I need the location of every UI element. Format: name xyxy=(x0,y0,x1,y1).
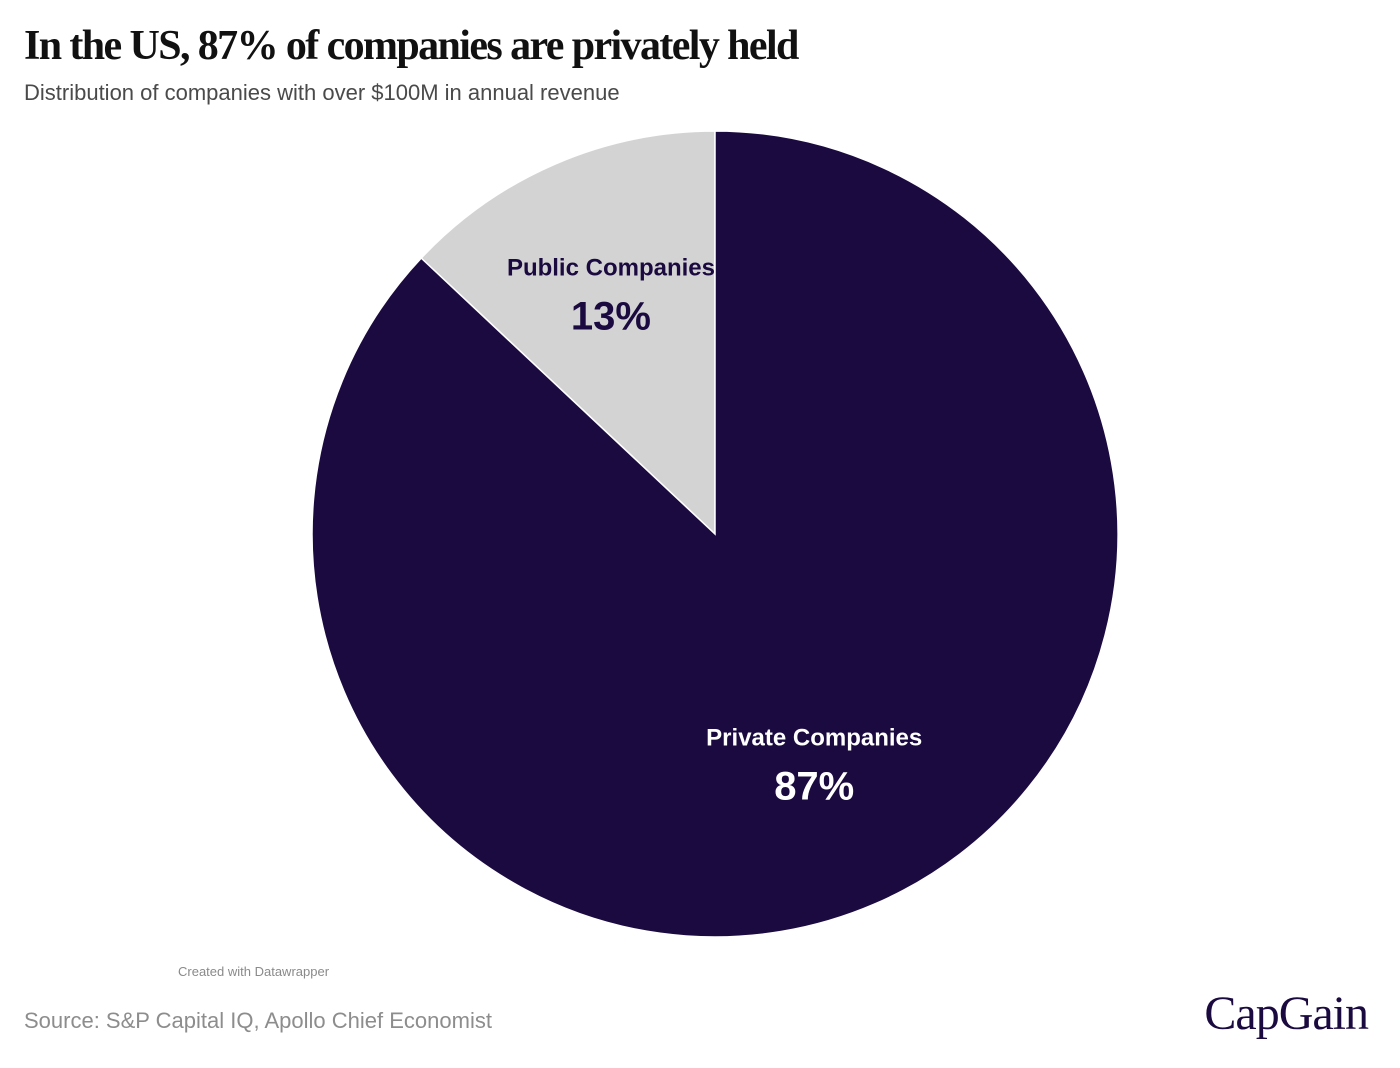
pie-slices xyxy=(311,130,1119,938)
pie-slice-private-companies[interactable] xyxy=(311,130,1119,938)
datawrapper-credit[interactable]: Created with Datawrapper xyxy=(178,964,330,979)
slice-label-public-companies: Public Companies xyxy=(507,255,715,282)
chart-subtitle: Distribution of companies with over $100… xyxy=(24,80,620,105)
source-note: Source: S&P Capital IQ, Apollo Chief Eco… xyxy=(24,1008,492,1033)
pie-slice-public-companies[interactable] xyxy=(420,130,716,536)
slice-label-private-companies: Private Companies xyxy=(706,724,922,751)
slice-value-public-companies: 13% xyxy=(571,295,651,339)
chart-title: In the US, 87% of companies are privatel… xyxy=(24,23,799,69)
capgain-logo: CapGain xyxy=(1204,987,1369,1040)
pie-labels: Public Companies 13% Private Companies 87% xyxy=(507,255,922,809)
slice-value-private-companies: 87% xyxy=(774,764,854,808)
